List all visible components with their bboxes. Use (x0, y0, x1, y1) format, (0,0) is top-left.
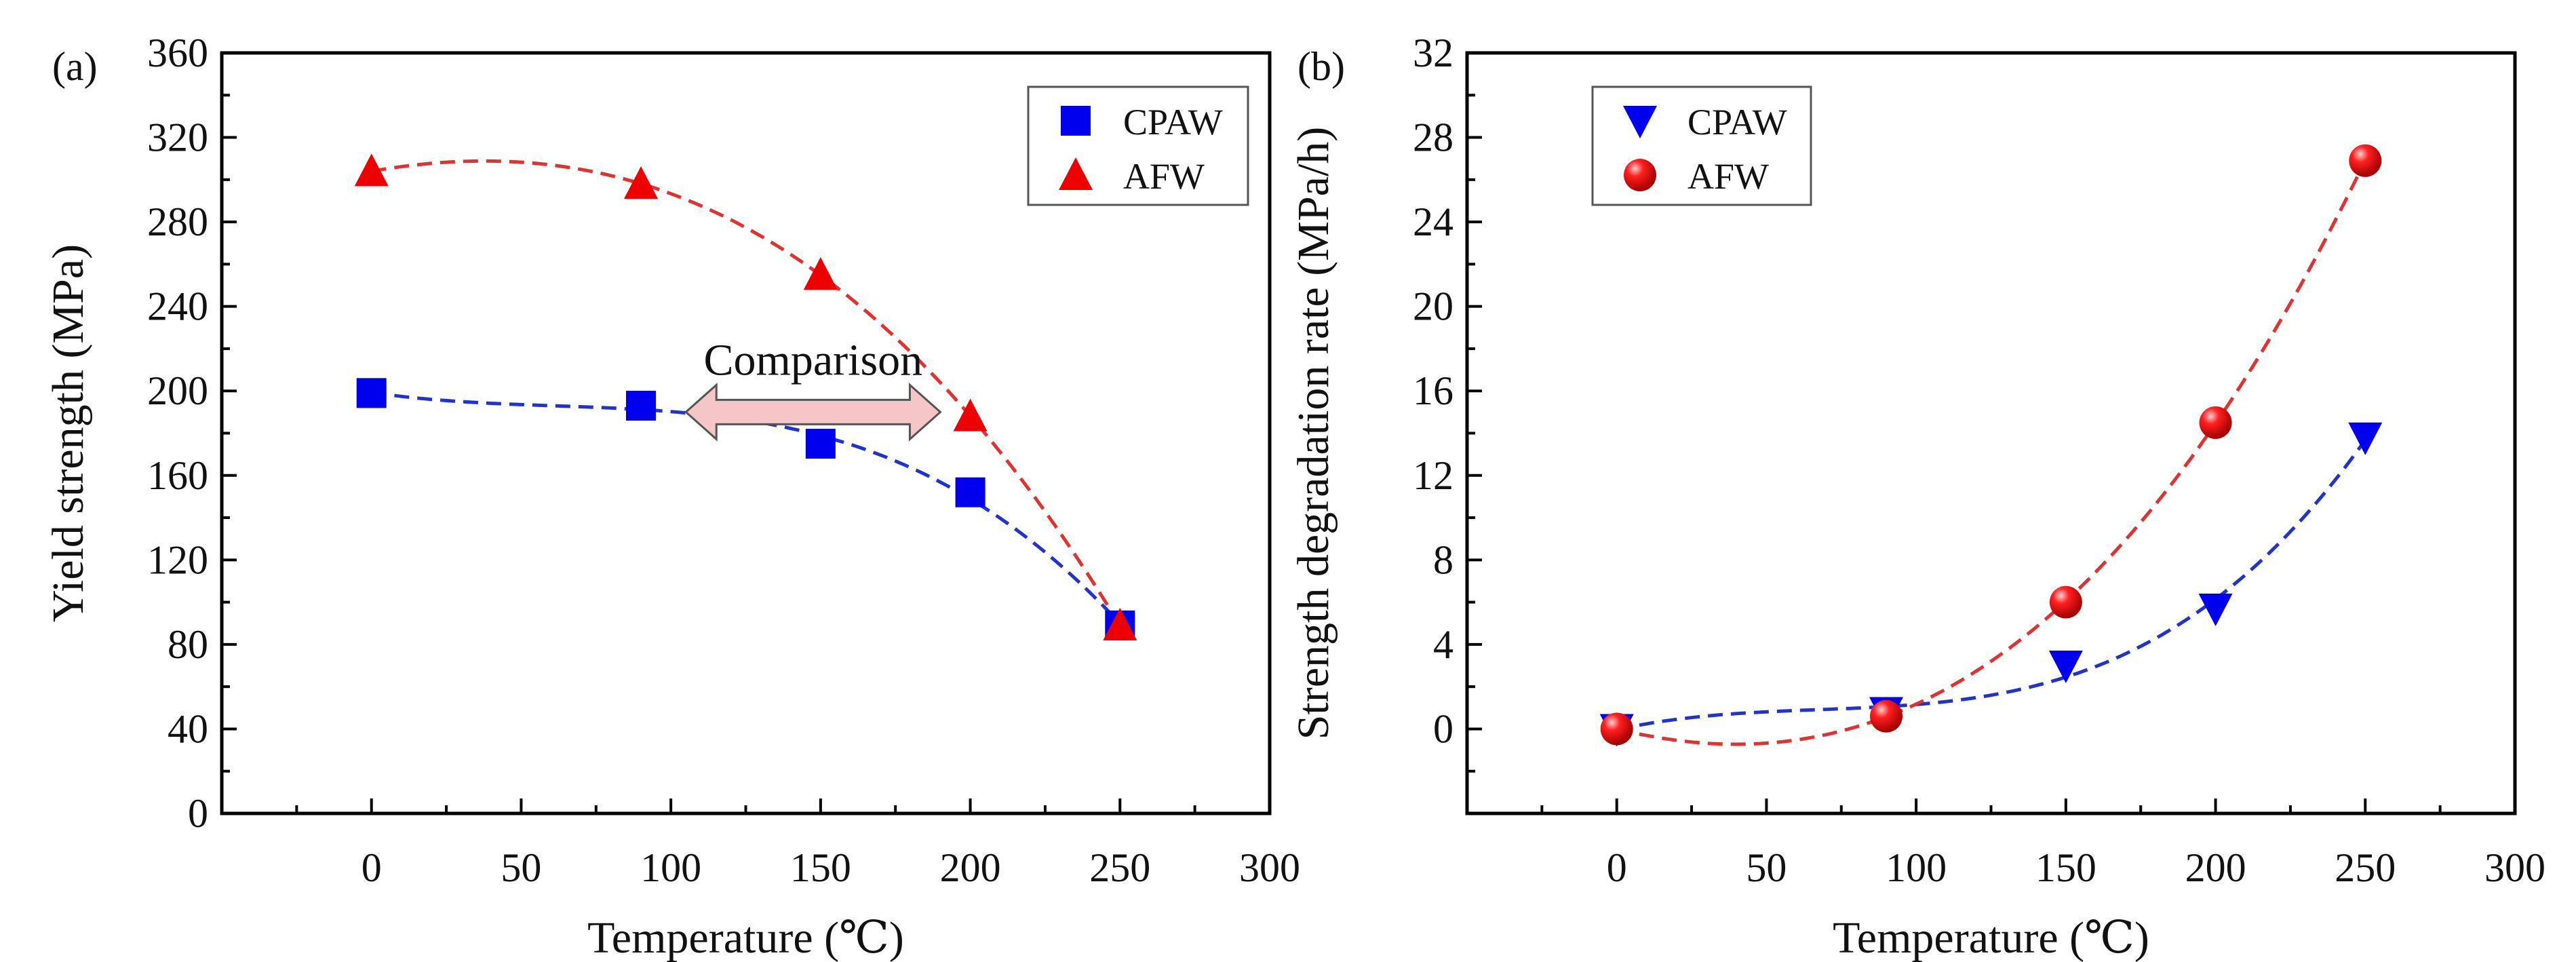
y-tick-label: 0 (188, 791, 208, 836)
y-tick-label: 8 (1433, 537, 1453, 582)
fit-curve-afw (1616, 159, 2367, 746)
data-point-cpaw (2198, 593, 2233, 626)
y-tick-label: 28 (1413, 115, 1453, 160)
data-point-afw (2049, 585, 2082, 619)
y-tick-label: 20 (1413, 284, 1453, 329)
comparison-arrow-icon (684, 383, 942, 442)
y-tick-label: 80 (168, 622, 208, 667)
legend-label-afw: AFW (1123, 156, 1205, 197)
data-point-afw (2199, 406, 2232, 439)
y-axis-title: Yield strength (MPa) (43, 244, 93, 622)
y-tick-label: 32 (1413, 31, 1453, 75)
x-tick-label: 100 (640, 845, 701, 890)
y-tick-label: 160 (147, 453, 208, 498)
panel-b: (b) 0 50 100 150 200 250 300 0 4 8 12 16 20 24 28 32 Temp… (1289, 31, 2545, 962)
x-tick-label: 50 (501, 845, 541, 890)
x-tick-label: 250 (1089, 845, 1150, 890)
data-point-cpaw (626, 391, 656, 421)
legend-marker-cpaw (1623, 106, 1657, 138)
fit-curve-afw (371, 159, 1122, 627)
y-tick-label: 12 (1413, 453, 1453, 498)
x-tick-label: 50 (1746, 845, 1787, 890)
y-tick-label: 4 (1433, 622, 1453, 667)
fit-curve-cpaw (371, 391, 1122, 625)
data-point-afw (953, 398, 988, 431)
fit-curve-cpaw (1616, 439, 2367, 732)
annotation-comparison: Comparison (703, 335, 922, 385)
y-tick-label: 360 (147, 31, 208, 75)
legend-marker-cpaw (1061, 106, 1091, 136)
x-axis-title: Temperature (℃) (587, 913, 904, 962)
legend: CPAW AFW (1027, 85, 1249, 206)
panel-label: (b) (1297, 44, 1345, 89)
data-point-cpaw (356, 378, 387, 408)
x-tick-label: 300 (1239, 845, 1300, 890)
data-point-afw (2349, 144, 2382, 177)
data-point-afw (1103, 607, 1137, 640)
y-tick-label: 200 (147, 368, 208, 413)
x-tick-label: 300 (2484, 845, 2545, 890)
y-tick-label: 16 (1413, 368, 1453, 413)
y-tick-label: 240 (147, 284, 208, 329)
data-point-cpaw (805, 429, 836, 459)
data-point-afw (1870, 699, 1902, 733)
data-point-afw (803, 256, 838, 290)
panel-label: (a) (52, 44, 98, 89)
legend-label-afw: AFW (1687, 156, 1769, 197)
data-point-cpaw (955, 477, 985, 507)
data-point-afw (1600, 712, 1633, 746)
y-axis-title: Strength degradation rate (MPa/h) (1289, 127, 1338, 740)
x-axis-title: Temperature (℃) (1833, 913, 2149, 962)
legend-label-cpaw: CPAW (1687, 102, 1787, 142)
y-tick-label: 280 (147, 199, 208, 244)
x-tick-label: 0 (362, 845, 382, 890)
x-tick-label: 150 (790, 845, 851, 890)
data-point-afw (624, 166, 658, 199)
panel-a: (a) 0 50 100 150 200 250 300 0 40 80 120 160 200 240 28… (43, 31, 1300, 962)
y-tick-label: 0 (1433, 706, 1453, 751)
legend-marker-afw (1059, 157, 1093, 190)
x-tick-label: 250 (2335, 845, 2396, 890)
legend-marker-afw (1624, 159, 1656, 191)
x-tick-label: 200 (2185, 845, 2246, 890)
data-point-cpaw (2048, 651, 2083, 684)
x-tick-label: 200 (940, 845, 1001, 890)
data-point-afw (354, 153, 389, 187)
y-tick-label: 120 (147, 537, 208, 582)
legend-label-cpaw: CPAW (1123, 102, 1223, 142)
y-tick-label: 320 (147, 115, 208, 160)
x-tick-label: 150 (2035, 845, 2096, 890)
data-point-cpaw (2348, 422, 2383, 455)
x-tick-label: 0 (1607, 845, 1627, 890)
legend: CPAW AFW (1591, 85, 1812, 206)
y-tick-label: 24 (1413, 199, 1453, 244)
y-tick-label: 40 (168, 706, 208, 751)
x-tick-label: 100 (1886, 845, 1947, 890)
